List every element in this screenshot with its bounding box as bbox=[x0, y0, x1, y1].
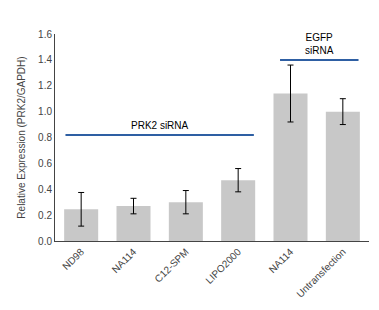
svg-text:Untransfection: Untransfection bbox=[294, 246, 347, 299]
svg-text:0.0: 0.0 bbox=[38, 236, 52, 247]
svg-text:Relative Expression (PRK2/GAPD: Relative Expression (PRK2/GAPDH) bbox=[16, 56, 27, 218]
svg-text:0.4: 0.4 bbox=[38, 184, 52, 195]
svg-text:LIPO2000: LIPO2000 bbox=[203, 246, 243, 286]
svg-text:NA114: NA114 bbox=[267, 246, 296, 275]
svg-text:0.2: 0.2 bbox=[38, 210, 52, 221]
svg-text:1.2: 1.2 bbox=[38, 80, 52, 91]
svg-text:PRK2 siRNA: PRK2 siRNA bbox=[131, 120, 189, 131]
svg-text:EGFPsiRNA: EGFPsiRNA bbox=[305, 32, 334, 56]
svg-text:1.4: 1.4 bbox=[38, 54, 52, 65]
svg-text:C12-SPM: C12-SPM bbox=[152, 246, 190, 284]
svg-text:NA114: NA114 bbox=[110, 246, 139, 275]
svg-text:1.6: 1.6 bbox=[38, 29, 52, 40]
svg-text:0.6: 0.6 bbox=[38, 158, 52, 169]
svg-text:ND98: ND98 bbox=[60, 246, 86, 272]
svg-text:1.0: 1.0 bbox=[38, 106, 52, 117]
svg-text:0.8: 0.8 bbox=[38, 132, 52, 143]
